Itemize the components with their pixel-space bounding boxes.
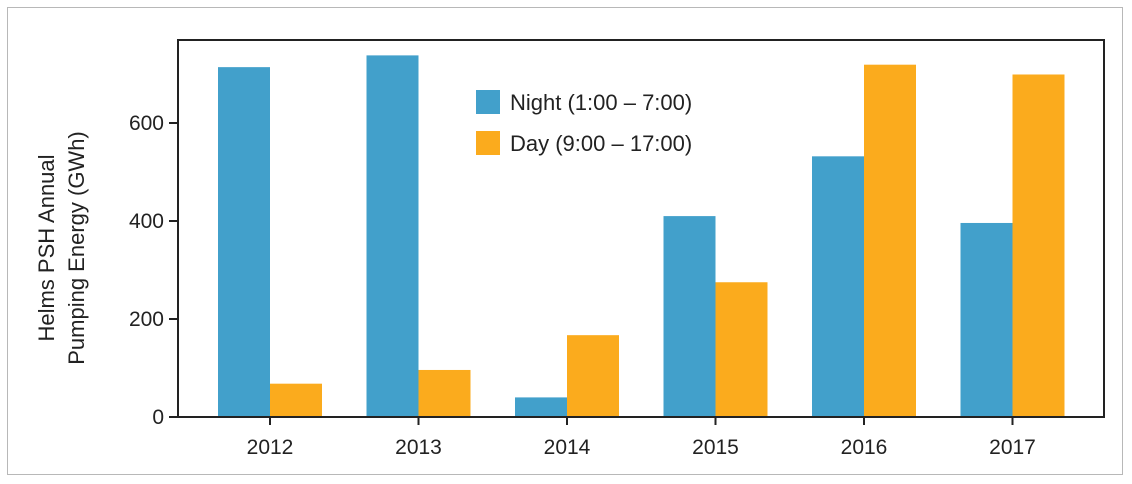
bars-group [218,55,1065,418]
bar-night-2012 [218,67,270,417]
bar-day-2015 [715,282,768,417]
legend-swatch-day [476,131,500,155]
bar-day-2016 [864,64,916,417]
bar-night-2013 [366,55,419,417]
bar-day-2012 [270,383,322,417]
x-tick-label: 2013 [395,436,442,459]
legend-label-day: Day (9:00 – 17:00) [510,131,692,156]
bar-night-2015 [663,216,716,417]
legend: Night (1:00 – 7:00) Day (9:00 – 17:00) [476,90,692,156]
x-tick-label: 2016 [841,436,888,459]
bar-day-2014 [567,335,619,417]
plot-area-border [177,39,1105,418]
y-axis: 0 200 400 600 [129,112,178,429]
x-tick-label: 2012 [247,436,294,459]
y-tick-label: 0 [152,406,164,429]
y-tick-label: 400 [129,210,164,233]
bar-day-2017 [1012,74,1065,418]
y-tick-label: 600 [129,112,164,135]
y-axis-title-line-2: Pumping Energy (GWh) [64,131,89,365]
legend-label-night: Night (1:00 – 7:00) [510,90,692,115]
bar-night-2016 [812,156,864,417]
x-tick-label: 2017 [989,436,1036,459]
x-axis: 2012 2013 2014 2015 2016 2017 [247,417,1036,459]
x-tick-label: 2015 [692,436,739,459]
y-axis-title-line-1: Helms PSH Annual [34,154,59,341]
bar-night-2014 [515,397,567,417]
legend-swatch-night [476,90,500,114]
y-tick-label: 200 [129,308,164,331]
bar-day-2013 [418,369,471,417]
bar-night-2017 [960,222,1013,417]
chart-frame [7,7,1123,475]
x-tick-label: 2014 [544,436,591,459]
y-axis-title: Helms PSH Annual Pumping Energy (GWh) [34,131,89,365]
